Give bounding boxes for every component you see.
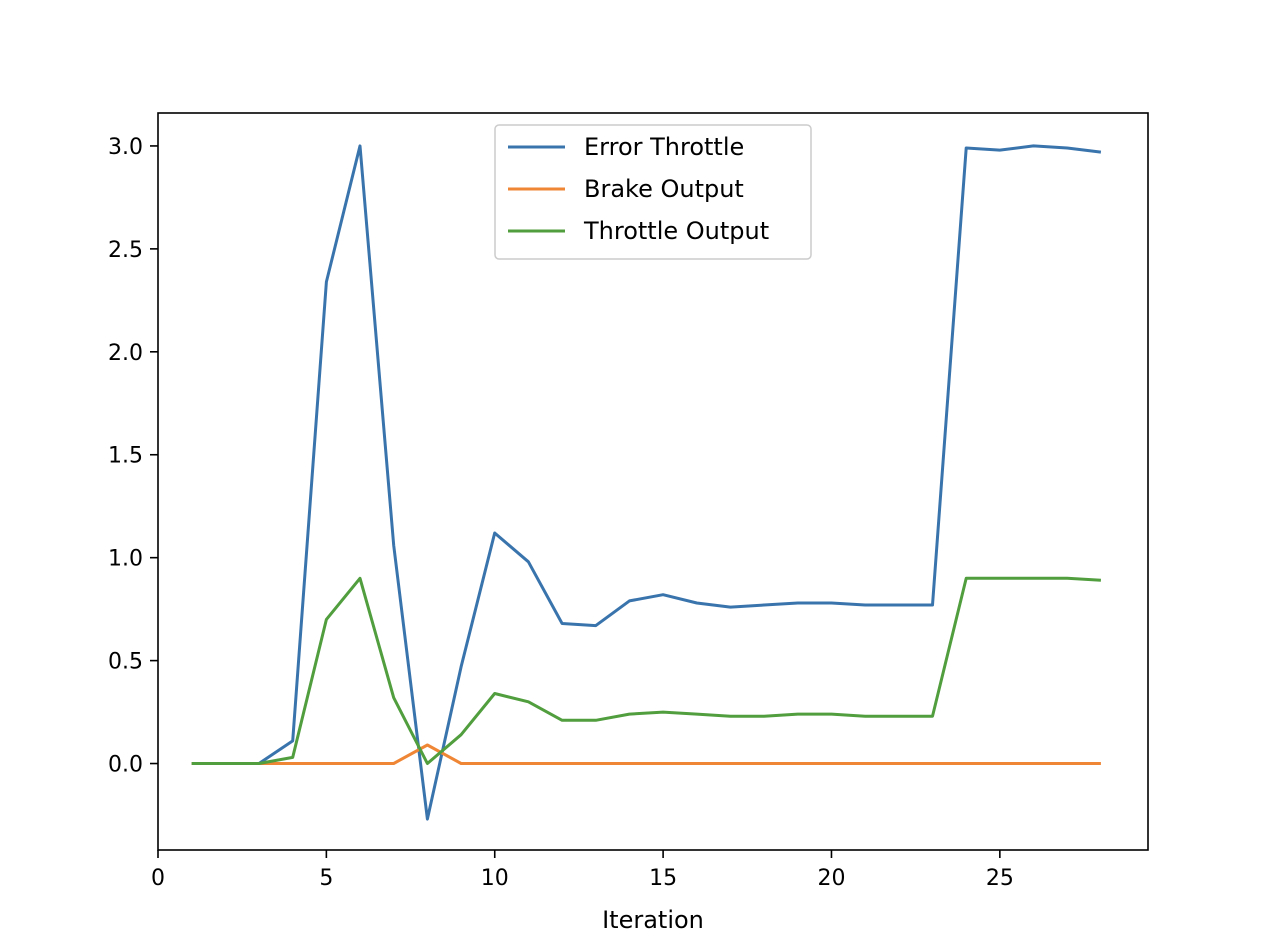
x-tick-label: 20 [817,866,845,891]
y-tick-label: 3.0 [108,135,143,160]
x-tick-label: 25 [986,866,1014,891]
x-tick-label: 15 [649,866,677,891]
series-layer [191,144,1102,821]
x-tick-label: 10 [481,866,509,891]
y-tick-label: 1.0 [108,547,143,572]
x-axis-label: Iteration [602,906,704,934]
ticks-layer: 0 5 10 15 20 25 0.0 0.5 1.0 1.5 2.0 2.5 3.0 [108,135,1014,891]
series-line-error-throttle [191,144,1102,821]
legend-box [494,124,812,260]
y-tick-label: 1.5 [108,444,143,469]
legend-label-error-throttle: Error Throttle [584,133,744,161]
x-tick-label: 5 [319,866,333,891]
series-line-brake-output [191,743,1101,765]
legend: Error Throttle Brake Output Throttle Out… [494,124,812,260]
legend-label-brake-output: Brake Output [584,175,744,203]
y-tick-label: 0.5 [108,650,143,675]
y-tick-label: 2.0 [108,341,143,366]
plot-frame [157,112,1149,851]
legend-label-throttle-output: Throttle Output [583,217,769,245]
x-tick-label: 0 [151,866,165,891]
series-line-throttle-output [191,576,1101,765]
y-tick-label: 2.5 [108,238,143,263]
y-tick-label: 0.0 [108,753,143,778]
